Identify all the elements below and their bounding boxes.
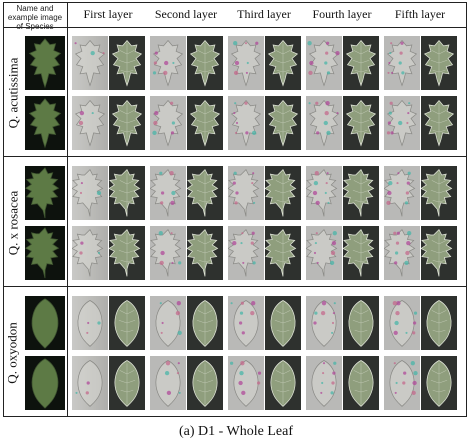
overlay-leaf-image [421,166,457,220]
activation-map [228,296,264,350]
activation-map [228,226,264,280]
overlay-leaf-image [421,96,457,150]
species-name: Q. oxyodon [5,322,21,384]
activation-map [306,226,342,280]
activation-map [150,226,186,280]
activation-map [72,166,108,220]
v-rule-0 [3,2,4,416]
h-rule-1 [3,27,467,28]
activation-map [384,166,420,220]
species-name: Q. acutissima [5,57,21,129]
overlay-leaf-image [187,96,223,150]
activation-map [150,36,186,90]
v-rule-2 [466,2,467,416]
activation-map [384,296,420,350]
example-leaf-image [25,36,65,90]
activation-map [306,96,342,150]
overlay-leaf-image [109,166,145,220]
layer-header-3: Third layer [237,7,291,21]
activation-map [384,226,420,280]
activation-map [228,166,264,220]
overlay-leaf-image [343,36,379,90]
activation-map [72,96,108,150]
activation-map [228,96,264,150]
layer-header-2: Second layer [154,7,218,21]
overlay-leaf-image [187,356,223,410]
species-label-3: Q. oxyodon [3,293,23,413]
example-leaf-image [25,296,65,350]
activation-map [72,226,108,280]
overlay-leaf-image [265,96,301,150]
activation-map [306,356,342,410]
overlay-leaf-image [109,356,145,410]
activation-map [72,296,108,350]
species-label-2: Q. x rosacea [3,163,23,283]
example-leaf-image [25,356,65,410]
species-name: Q. x rosacea [5,190,21,256]
h-rule-3 [3,286,467,287]
overlay-leaf-image [343,166,379,220]
activation-map [150,166,186,220]
layer-header-5: Fifth layer [394,7,446,21]
figure-caption: (a) D1 - Whole Leaf [178,424,294,439]
activation-map [228,356,264,410]
activation-map [384,356,420,410]
activation-map [150,96,186,150]
overlay-leaf-image [421,356,457,410]
overlay-leaf-image [343,296,379,350]
overlay-leaf-image [343,226,379,280]
activation-map [384,36,420,90]
h-rule-4 [3,416,467,417]
activation-map [72,36,108,90]
overlay-leaf-image [187,296,223,350]
activation-map [306,166,342,220]
activation-map [384,96,420,150]
example-leaf-image [25,226,65,280]
overlay-leaf-image [265,356,301,410]
overlay-leaf-image [343,96,379,150]
activation-map [150,356,186,410]
activation-map [306,36,342,90]
species-label-1: Q. acutissima [3,33,23,153]
example-leaf-image [25,166,65,220]
overlay-leaf-image [421,36,457,90]
h-rule-0 [3,2,467,3]
corner-label: Name and example image of Species [7,4,63,31]
overlay-leaf-image [265,36,301,90]
activation-map [72,356,108,410]
overlay-leaf-image [265,296,301,350]
overlay-leaf-image [187,226,223,280]
overlay-leaf-image [109,96,145,150]
overlay-leaf-image [265,166,301,220]
activation-map [228,36,264,90]
overlay-leaf-image [343,356,379,410]
layer-header-4: Fourth layer [312,7,372,21]
overlay-leaf-image [109,226,145,280]
activation-map [150,296,186,350]
activation-map [306,296,342,350]
overlay-leaf-image [109,296,145,350]
overlay-leaf-image [265,226,301,280]
layer-header-1: First layer [83,7,133,21]
example-leaf-image [25,96,65,150]
figure-grid: Name and example image of Species First … [3,2,467,418]
overlay-leaf-image [421,226,457,280]
h-rule-2 [3,156,467,157]
overlay-leaf-image [421,296,457,350]
overlay-leaf-image [187,36,223,90]
overlay-leaf-image [187,166,223,220]
overlay-leaf-image [109,36,145,90]
v-rule-1 [67,2,68,416]
